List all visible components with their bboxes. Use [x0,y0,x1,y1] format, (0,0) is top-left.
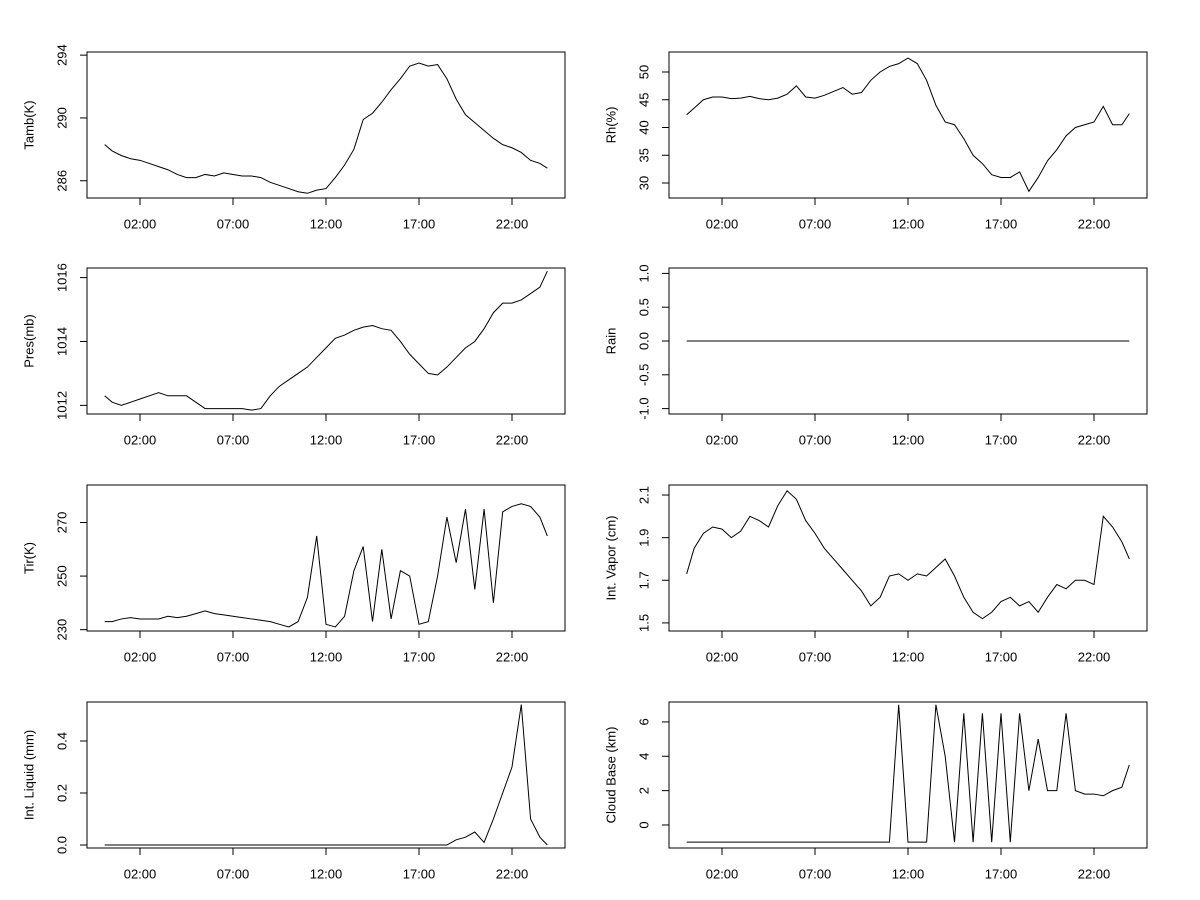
y-axis-title: Int. Liquid (mm) [21,730,36,820]
y-tick-label: 1.7 [636,571,651,589]
x-tick-label: 07:00 [217,649,250,664]
x-tick-label: 02:00 [124,649,157,664]
x-tick-label: 02:00 [706,216,739,231]
y-tick-label: 1.0 [636,264,651,282]
x-tick-label: 22:00 [1078,866,1111,881]
x-tick-label: 02:00 [706,432,739,447]
x-tick-label: 12:00 [310,649,343,664]
x-tick-label: 02:00 [706,649,739,664]
plot-frame [86,701,566,849]
y-axis-title: Cloud Base (km) [603,727,618,824]
x-tick-label: 02:00 [124,866,157,881]
x-tick-label: 07:00 [799,649,832,664]
series-line [686,704,1130,843]
x-tick-label: 12:00 [892,216,925,231]
y-tick-label: 1.5 [636,614,651,632]
y-tick-label: 1016 [54,263,69,292]
y-tick-label: 40 [636,120,651,134]
y-axis-title: Tir(K) [21,542,36,574]
series-line [104,62,548,194]
y-tick-label: 250 [54,565,69,587]
y-tick-label: 0.0 [54,836,69,854]
x-tick-label: 07:00 [799,432,832,447]
x-tick-label: 07:00 [799,216,832,231]
x-tick-label: 12:00 [892,649,925,664]
y-tick-label: 270 [54,512,69,534]
y-tick-label: 0.0 [636,332,651,350]
y-tick-label: 286 [54,170,69,192]
series-line [104,270,548,411]
series-line [104,704,548,846]
x-tick-label: 17:00 [985,649,1018,664]
y-axis-title: Rh(%) [603,107,618,144]
x-tick-label: 17:00 [985,216,1018,231]
plot-frame [668,701,1148,849]
x-tick-label: 17:00 [985,866,1018,881]
y-tick-label: 294 [54,44,69,66]
plot-frame [86,267,566,415]
y-tick-label: 1014 [54,327,69,356]
x-tick-label: 12:00 [892,432,925,447]
x-tick-label: 22:00 [1078,216,1111,231]
x-tick-label: 07:00 [217,866,250,881]
y-tick-label: 0.4 [54,732,69,750]
x-tick-label: 07:00 [217,216,250,231]
y-tick-label: 4 [636,753,651,760]
x-tick-label: 22:00 [1078,432,1111,447]
y-tick-label: 1012 [54,391,69,420]
x-tick-label: 07:00 [799,866,832,881]
y-tick-label: 0 [636,821,651,828]
y-tick-label: 2 [636,787,651,794]
x-tick-label: 02:00 [124,432,157,447]
y-tick-label: 290 [54,107,69,129]
x-tick-label: 22:00 [496,432,529,447]
x-tick-label: 17:00 [985,432,1018,447]
y-tick-label: 50 [636,65,651,79]
x-tick-label: 22:00 [496,866,529,881]
y-tick-label: 0.5 [636,298,651,316]
y-tick-label: 1.9 [636,529,651,547]
series-line [686,489,1130,620]
x-tick-label: 07:00 [217,432,250,447]
x-tick-label: 12:00 [310,432,343,447]
x-tick-label: 22:00 [1078,649,1111,664]
y-tick-label: -1.0 [636,397,651,419]
x-tick-label: 12:00 [310,216,343,231]
y-tick-label: 0.2 [54,784,69,802]
x-tick-label: 22:00 [496,649,529,664]
series-line [686,57,1130,193]
y-tick-label: 30 [636,176,651,190]
y-tick-label: 35 [636,148,651,162]
y-tick-label: 45 [636,93,651,107]
y-tick-label: 2.1 [636,486,651,504]
x-tick-label: 17:00 [403,216,436,231]
x-tick-label: 17:00 [403,649,436,664]
series-line [104,503,548,628]
plot-frame [668,484,1148,632]
plot-frame [86,484,566,632]
x-tick-label: 22:00 [496,216,529,231]
y-axis-title: Pres(mb) [21,314,36,367]
y-axis-title: Rain [603,328,618,355]
x-tick-label: 02:00 [706,866,739,881]
x-tick-label: 12:00 [310,866,343,881]
y-axis-title: Int. Vapor (cm) [603,515,618,600]
y-tick-label: -0.5 [636,364,651,386]
plot-frame [86,51,566,199]
x-tick-label: 02:00 [124,216,157,231]
x-tick-label: 12:00 [892,866,925,881]
x-tick-label: 17:00 [403,432,436,447]
plot-frame [668,51,1148,199]
y-tick-label: 230 [54,619,69,641]
y-axis-title: Tamb(K) [21,100,36,149]
x-tick-label: 17:00 [403,866,436,881]
y-tick-label: 6 [636,718,651,725]
